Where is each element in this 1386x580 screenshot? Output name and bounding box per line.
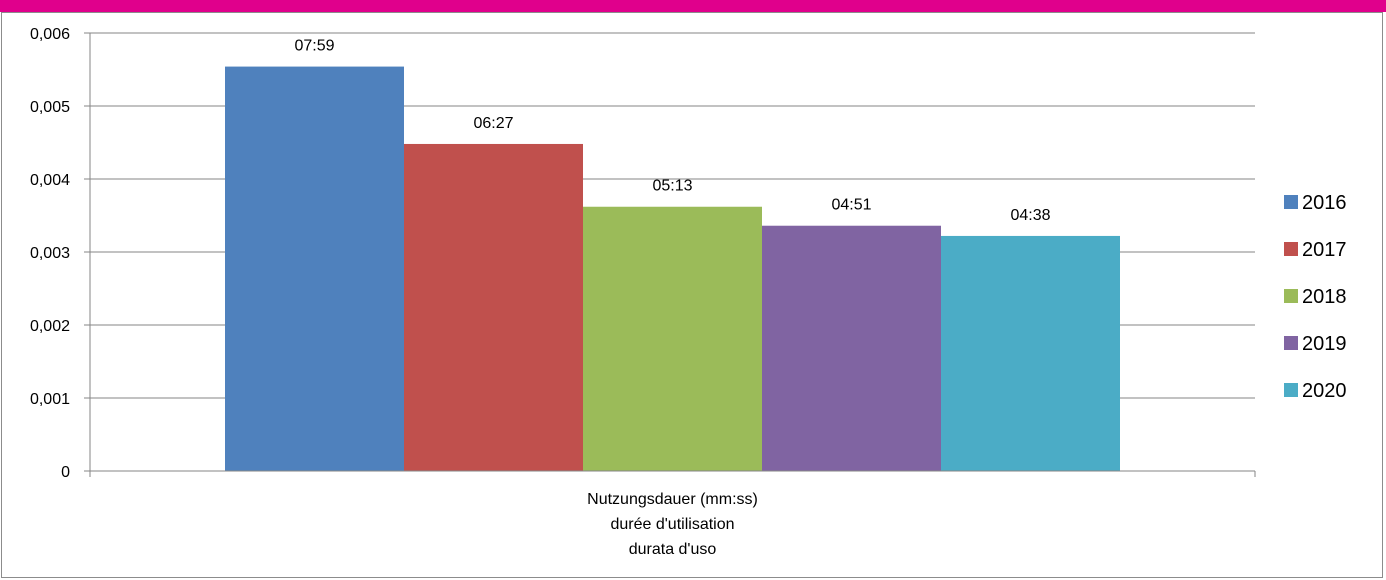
- y-tick-label: 0,002: [30, 318, 70, 335]
- legend-label-2020: 2020: [1302, 380, 1347, 402]
- category-labels: Nutzungsdauer (mm:ss) durée d'utilisation…: [587, 491, 758, 558]
- y-tick-label: 0,005: [30, 99, 70, 116]
- data-label-2018: 05:13: [652, 178, 692, 195]
- bar-2016: [225, 66, 404, 471]
- y-tick-label: 0: [61, 464, 70, 481]
- legend-swatch-2020: [1284, 383, 1298, 397]
- legend-swatch-2017: [1284, 242, 1298, 256]
- bar-2020: [941, 235, 1120, 471]
- bars: [225, 66, 1120, 472]
- legend-label-2016: 2016: [1302, 192, 1347, 214]
- y-tick-labels: 0 0,001 0,002 0,003 0,004 0,005 0,006: [30, 26, 70, 481]
- data-label-2016: 07:59: [294, 38, 334, 55]
- x-category-label-line: durata d'uso: [629, 541, 717, 558]
- legend-label-2019: 2019: [1302, 333, 1347, 355]
- legend-label-2017: 2017: [1302, 239, 1347, 261]
- legend-label-2018: 2018: [1302, 286, 1347, 308]
- data-label-2019: 04:51: [831, 197, 871, 214]
- y-tick-label: 0,001: [30, 391, 70, 408]
- y-tick-label: 0,006: [30, 26, 70, 43]
- data-label-2017: 06:27: [473, 115, 513, 132]
- data-labels: 07:59 06:27 05:13 04:51 04:38: [294, 38, 1050, 224]
- legend-swatch-2016: [1284, 195, 1298, 209]
- bar-2017: [404, 143, 583, 471]
- legend-swatch-2019: [1284, 336, 1298, 350]
- x-category-label-line: Nutzungsdauer (mm:ss): [587, 491, 758, 508]
- y-tick-label: 0,004: [30, 172, 70, 189]
- axes: [84, 32, 1256, 477]
- bar-2018: [583, 206, 762, 472]
- bar-2019: [762, 225, 941, 471]
- y-tick-label: 0,003: [30, 245, 70, 262]
- legend-swatch-2018: [1284, 289, 1298, 303]
- data-label-2020: 04:38: [1010, 207, 1050, 224]
- header-strip: [0, 0, 1386, 12]
- legend: 2016 2017 2018 2019 2020: [1284, 192, 1347, 402]
- x-category-label-line: durée d'utilisation: [610, 516, 734, 533]
